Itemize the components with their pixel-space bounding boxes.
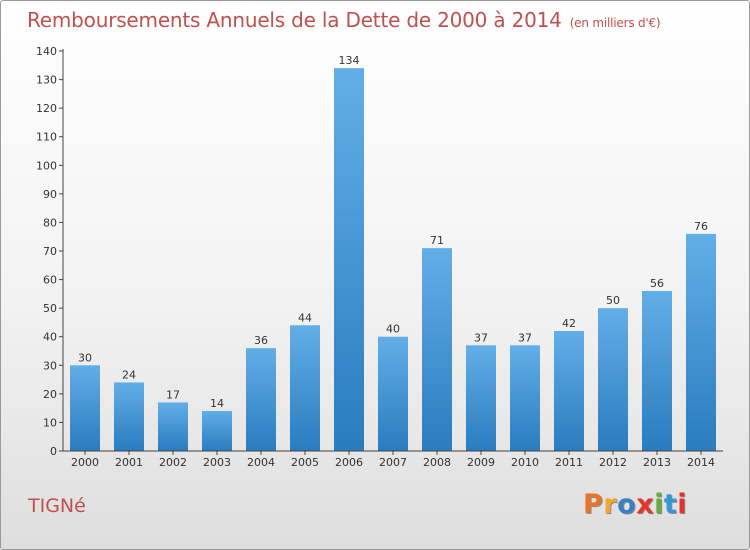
logo-letter: o <box>617 489 637 520</box>
y-tick-label: 40 <box>43 331 57 344</box>
bar <box>466 345 496 451</box>
x-tick-label: 2003 <box>203 456 231 469</box>
bar <box>598 308 628 451</box>
y-tick-label: 110 <box>36 131 57 144</box>
y-tick-label: 20 <box>43 388 57 401</box>
y-tick-label: 80 <box>43 216 57 229</box>
bar <box>642 291 672 451</box>
bar-value-label: 40 <box>386 323 400 336</box>
bar-value-label: 50 <box>606 294 620 307</box>
y-tick-label: 60 <box>43 274 57 287</box>
bar <box>70 365 100 451</box>
chart-title-text: Remboursements Annuels de la Dette de 20… <box>27 8 562 32</box>
logo-letter: r <box>603 489 618 520</box>
y-tick-label: 100 <box>36 159 57 172</box>
x-tick-label: 2009 <box>467 456 495 469</box>
x-tick-label: 2011 <box>555 456 583 469</box>
bar-value-label: 44 <box>298 311 312 324</box>
bar-value-label: 134 <box>339 54 360 67</box>
x-tick-label: 2010 <box>511 456 539 469</box>
x-tick-label: 2013 <box>643 456 671 469</box>
y-tick-label: 130 <box>36 74 57 87</box>
bar-value-label: 71 <box>430 234 444 247</box>
chart-title: Remboursements Annuels de la Dette de 20… <box>27 8 661 32</box>
proxiti-logo: Proxiti <box>583 489 687 520</box>
y-tick-label: 0 <box>50 445 57 458</box>
bar-value-label: 14 <box>210 397 224 410</box>
logo-letter: x <box>636 489 655 520</box>
bar <box>422 248 452 451</box>
x-tick-label: 2004 <box>247 456 275 469</box>
y-tick-label: 140 <box>36 45 57 58</box>
x-tick-label: 2000 <box>71 456 99 469</box>
bar-value-label: 30 <box>78 351 92 364</box>
y-tick-label: 70 <box>43 245 57 258</box>
logo-letter: t <box>663 489 678 520</box>
bar-value-label: 42 <box>562 317 576 330</box>
y-tick-label: 10 <box>43 416 57 429</box>
commune-name: TIGNé <box>28 495 86 517</box>
y-tick-label: 50 <box>43 302 57 315</box>
bar <box>510 345 540 451</box>
x-tick-label: 2007 <box>379 456 407 469</box>
x-tick-label: 2005 <box>291 456 319 469</box>
bar <box>686 233 716 451</box>
x-tick-label: 2006 <box>335 456 363 469</box>
y-tick-label: 120 <box>36 102 57 115</box>
logo-letter: P <box>583 489 604 520</box>
bar-value-label: 56 <box>650 277 664 290</box>
x-tick-label: 2008 <box>423 456 451 469</box>
chart-unit: (en milliers d'€) <box>569 16 661 30</box>
x-tick-label: 2014 <box>687 456 715 469</box>
x-tick-label: 2002 <box>159 456 187 469</box>
bar <box>554 331 584 451</box>
bar-value-label: 24 <box>122 368 136 381</box>
x-tick-label: 2001 <box>115 456 143 469</box>
bar <box>378 336 408 451</box>
logo-letter: i <box>654 489 664 520</box>
bar <box>246 348 276 451</box>
bar-value-label: 76 <box>694 220 708 233</box>
bar-value-label: 36 <box>254 334 268 347</box>
bar <box>290 325 320 451</box>
bar-value-label: 37 <box>474 331 488 344</box>
bar-value-label: 17 <box>166 388 180 401</box>
bar <box>114 382 144 451</box>
bar <box>202 411 232 451</box>
x-tick-label: 2012 <box>599 456 627 469</box>
bar-value-label: 37 <box>518 331 532 344</box>
y-tick-label: 90 <box>43 188 57 201</box>
logo-letter: i <box>677 489 688 520</box>
y-tick-label: 30 <box>43 359 57 372</box>
bar <box>334 68 364 452</box>
bar <box>158 402 188 451</box>
